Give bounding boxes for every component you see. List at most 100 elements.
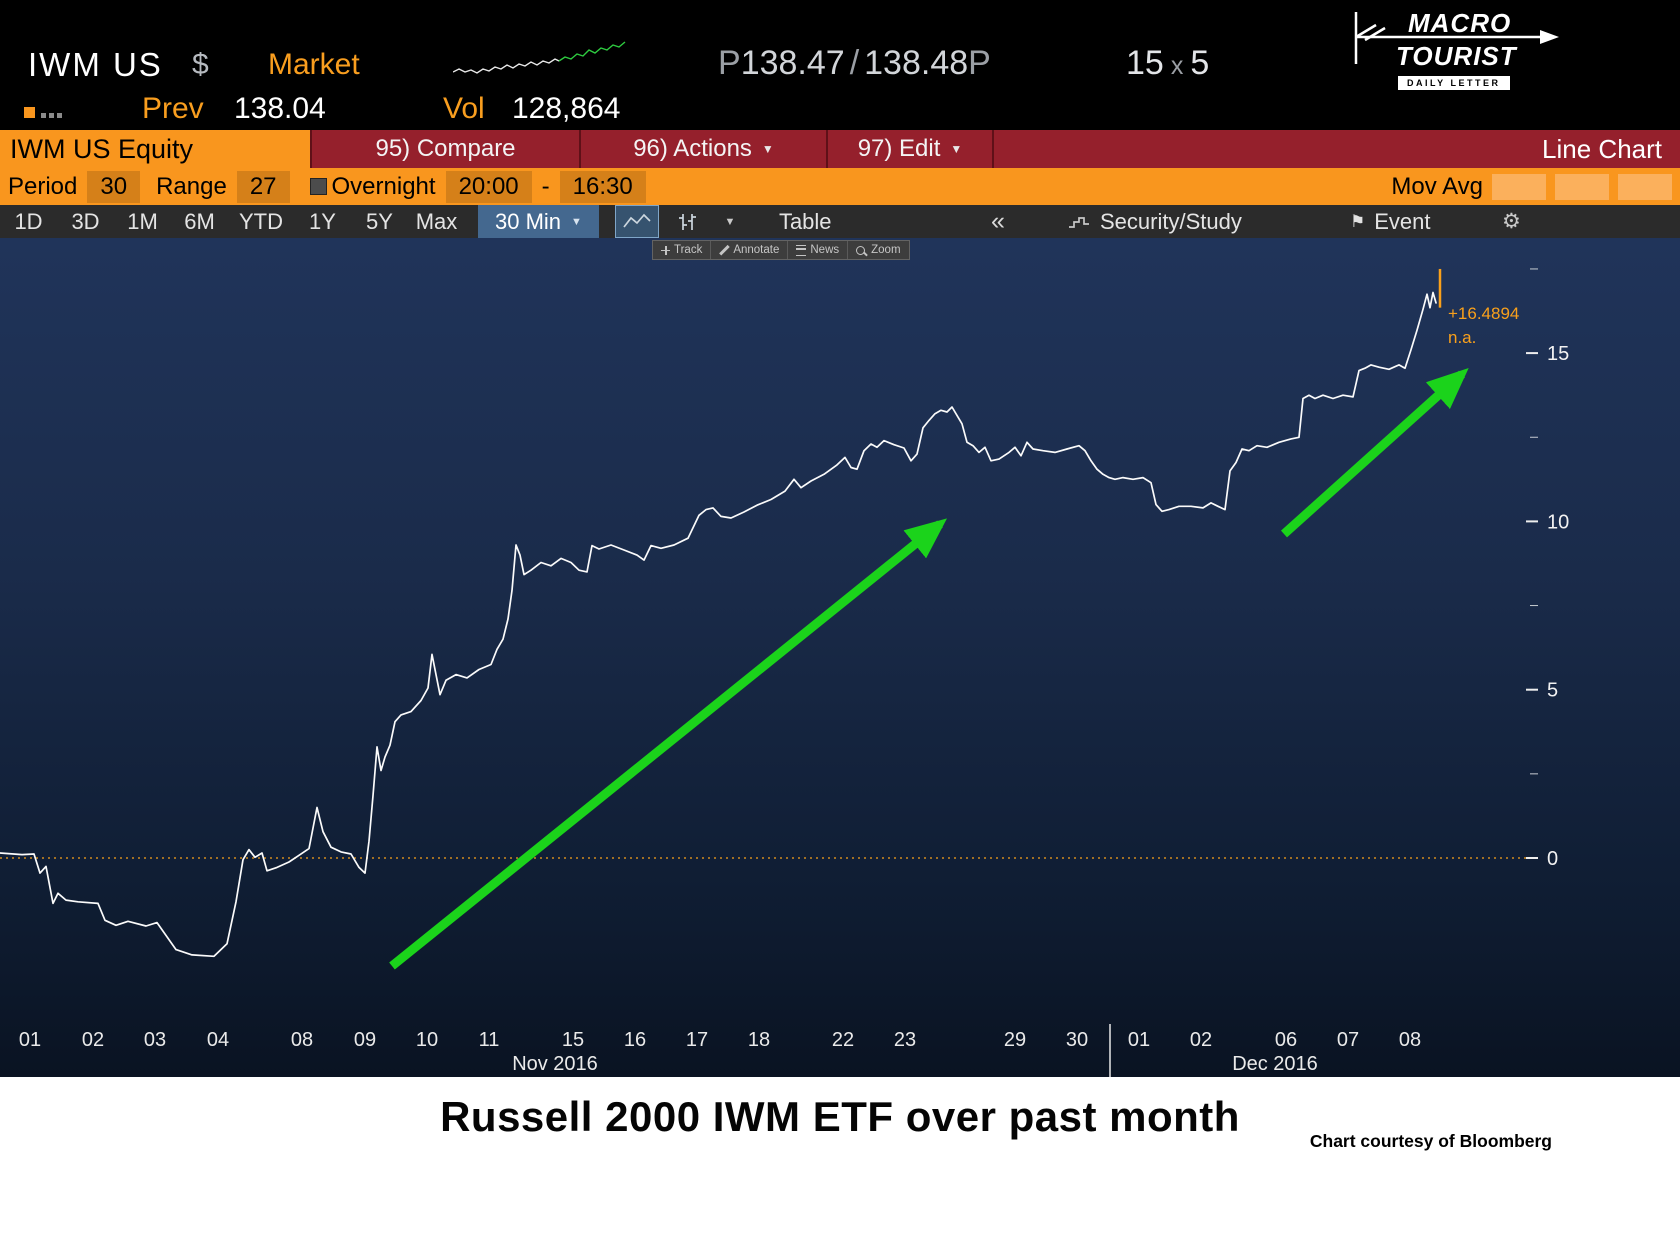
menu-edit[interactable]: 97) Edit ▼ bbox=[826, 130, 994, 168]
svg-text:5: 5 bbox=[1547, 680, 1558, 702]
pencil-icon bbox=[719, 245, 729, 255]
menu-actions[interactable]: 96) Actions ▼ bbox=[579, 130, 826, 168]
size-separator: x bbox=[1170, 52, 1184, 80]
time-start-input[interactable]: 20:00 bbox=[445, 170, 532, 203]
security-tab[interactable]: IWM US Equity bbox=[0, 130, 310, 168]
svg-text:03: 03 bbox=[144, 1029, 166, 1051]
volume-value: 128,864 bbox=[512, 92, 621, 125]
track-label: Track bbox=[674, 244, 703, 256]
annotation-note: n.a. bbox=[1448, 328, 1477, 347]
chevron-down-icon: ▼ bbox=[950, 142, 963, 156]
bid-price: 138.47 bbox=[740, 44, 845, 82]
mini-volume-icon bbox=[24, 107, 62, 118]
gear-icon[interactable]: ⚙ bbox=[1502, 210, 1521, 233]
chart-area[interactable]: 0 5 10 15 01 02 03 04 08 09 10 11 15 16 17 18 22 23 29 30 01… bbox=[0, 238, 1680, 1077]
candlestick-icon[interactable] bbox=[665, 205, 709, 238]
time-end-input[interactable]: 16:30 bbox=[559, 170, 646, 203]
bid-size: 15 bbox=[1126, 44, 1164, 82]
quote-separator: / bbox=[849, 44, 860, 82]
svg-text:07: 07 bbox=[1337, 1029, 1359, 1051]
chart-toolbar: 1D 3D 1M 6M YTD 1Y 5Y Max 30 Min ▼ ▼ Tab… bbox=[0, 205, 1680, 238]
svg-text:Dec 2016: Dec 2016 bbox=[1232, 1053, 1318, 1075]
svg-text:02: 02 bbox=[1190, 1029, 1212, 1051]
chart-title: Russell 2000 IWM ETF over past month bbox=[440, 1093, 1240, 1140]
bid-ask-size: 15 x 5 bbox=[1126, 44, 1209, 83]
prev-close-value: 138.04 bbox=[234, 92, 326, 125]
svg-text:18: 18 bbox=[748, 1029, 770, 1051]
table-button[interactable]: Table bbox=[778, 208, 832, 234]
study-chart-icon bbox=[1069, 216, 1089, 228]
news-icon bbox=[796, 244, 807, 256]
function-menu-bar: IWM US Equity 95) Compare 96) Actions ▼ 9… bbox=[0, 130, 1680, 168]
annotate-label: Annotate bbox=[733, 244, 780, 256]
menu-edit-label: 97) Edit bbox=[857, 135, 941, 162]
svg-text:23: 23 bbox=[894, 1029, 916, 1051]
mov-avg-input-3[interactable] bbox=[1618, 173, 1672, 200]
terminal-header: IWM US $ Market P138.47/138.48P 15 x 5 MAC… bbox=[0, 0, 1680, 130]
tab-5y[interactable]: 5Y bbox=[366, 208, 393, 234]
menu-compare-label: 95) Compare bbox=[375, 135, 516, 162]
arrow-icon bbox=[1354, 12, 1559, 64]
svg-text:17: 17 bbox=[686, 1029, 708, 1051]
svg-text:30: 30 bbox=[1066, 1029, 1088, 1051]
svg-text:22: 22 bbox=[832, 1029, 854, 1051]
news-label: News bbox=[810, 244, 840, 256]
interval-selector[interactable]: 30 Min ▼ bbox=[478, 205, 599, 238]
zoom-label: Zoom bbox=[871, 244, 901, 256]
mov-avg-label: Mov Avg bbox=[1391, 172, 1483, 200]
tab-ytd[interactable]: YTD bbox=[239, 208, 283, 234]
prev-close-label: Prev bbox=[142, 92, 204, 125]
svg-text:10: 10 bbox=[416, 1029, 438, 1051]
currency-code: $ bbox=[192, 48, 209, 81]
tab-3d[interactable]: 3D bbox=[71, 208, 100, 234]
chart-type-label: Line Chart bbox=[1542, 133, 1662, 164]
svg-text:01: 01 bbox=[1128, 1029, 1150, 1051]
svg-text:04: 04 bbox=[207, 1029, 229, 1051]
caption-band: Russell 2000 IWM ETF over past month Cha… bbox=[0, 1077, 1680, 1244]
svg-text:29: 29 bbox=[1004, 1029, 1026, 1051]
svg-text:10: 10 bbox=[1547, 511, 1569, 533]
menu-compare[interactable]: 95) Compare bbox=[310, 130, 579, 168]
security-study-label: Security/Study bbox=[1100, 208, 1242, 234]
svg-text:08: 08 bbox=[1399, 1029, 1421, 1051]
tab-1y[interactable]: 1Y bbox=[309, 208, 336, 234]
mov-avg-input-1[interactable] bbox=[1492, 173, 1546, 200]
overnight-checkbox[interactable] bbox=[309, 178, 327, 195]
volume-label: Vol bbox=[443, 92, 485, 125]
ask-size: 5 bbox=[1190, 44, 1210, 82]
news-button[interactable]: News bbox=[788, 241, 849, 259]
event-label: Event bbox=[1374, 208, 1431, 234]
track-button[interactable]: Track bbox=[653, 241, 712, 259]
svg-text:15: 15 bbox=[562, 1029, 584, 1051]
time-range-separator: - bbox=[541, 172, 550, 200]
svg-text:11: 11 bbox=[479, 1029, 500, 1051]
line-chart-icon[interactable] bbox=[614, 205, 659, 238]
tab-1m[interactable]: 1M bbox=[127, 208, 158, 234]
ask-suffix: P bbox=[968, 44, 991, 82]
zoom-icon bbox=[856, 245, 866, 255]
tab-1d[interactable]: 1D bbox=[14, 208, 43, 234]
chart-settings-bar: Period 30 Range 27 Overnight 20:00 - 16:… bbox=[0, 168, 1680, 205]
mov-avg-input-2[interactable] bbox=[1555, 173, 1609, 200]
zoom-button[interactable]: Zoom bbox=[848, 241, 908, 259]
svg-text:16: 16 bbox=[624, 1029, 646, 1051]
price-chart-canvas[interactable]: 0 5 10 15 01 02 03 04 08 09 10 11 15 16 17 18 22 23 29 30 01… bbox=[0, 238, 1680, 1077]
svg-text:08: 08 bbox=[291, 1029, 313, 1051]
menu-bar-spacer bbox=[994, 130, 1542, 168]
courtesy-note: Chart courtesy of Bloomberg bbox=[1309, 1131, 1552, 1151]
collapse-panel-button[interactable]: « bbox=[991, 207, 1005, 235]
period-input[interactable]: 30 bbox=[87, 170, 141, 203]
flag-icon: ⚑ bbox=[1350, 211, 1366, 231]
range-input[interactable]: 27 bbox=[236, 170, 290, 203]
svg-text:09: 09 bbox=[354, 1029, 376, 1051]
bid-prefix: P bbox=[718, 44, 741, 82]
svg-text:Nov 2016: Nov 2016 bbox=[512, 1053, 598, 1075]
tab-6m[interactable]: 6M bbox=[184, 208, 215, 234]
event-button[interactable]: ⚑ Event bbox=[1350, 205, 1431, 238]
annotate-button[interactable]: Annotate bbox=[711, 241, 789, 259]
svg-text:06: 06 bbox=[1275, 1029, 1297, 1051]
svg-text:01: 01 bbox=[19, 1029, 41, 1051]
tab-max[interactable]: Max bbox=[415, 208, 458, 234]
security-study-button[interactable]: Security/Study bbox=[1068, 205, 1242, 238]
chart-style-dropdown[interactable]: ▼ bbox=[724, 215, 736, 228]
